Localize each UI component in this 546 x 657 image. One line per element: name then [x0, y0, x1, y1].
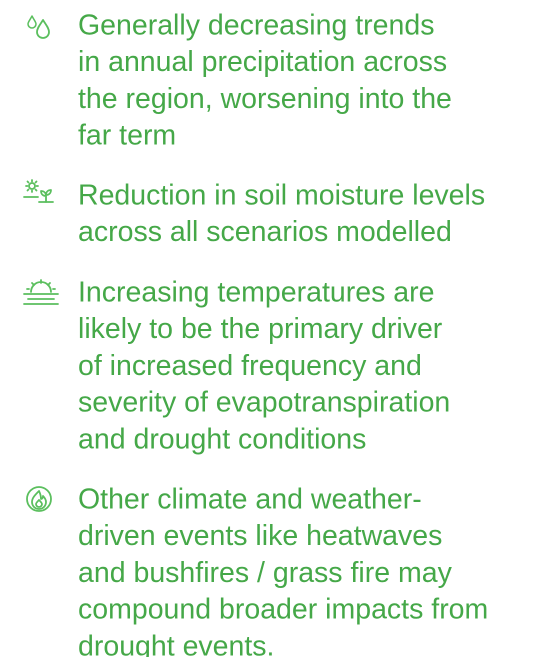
item-text-line: severity of evapotranspiration	[78, 387, 450, 419]
item-text-line: of increased frequency and	[78, 350, 422, 382]
precipitation-icon	[27, 15, 50, 39]
item-text-line: the region, worsening into the	[78, 83, 452, 115]
soil-moisture-icon	[23, 179, 54, 203]
item-text-line: compound broader impacts from	[78, 594, 488, 626]
item-text-line: across all scenarios modelled	[78, 216, 452, 248]
item-text-line: Increasing temperatures are	[78, 277, 434, 309]
item-text-line: and drought conditions	[78, 423, 366, 455]
item-text-line: Generally decreasing trends	[78, 10, 434, 42]
item-text-line: Other climate and weather-	[78, 484, 422, 516]
item-text-line: likely to be the primary driver	[78, 313, 443, 345]
item-text-line: far term	[78, 120, 176, 152]
temperature-icon	[23, 279, 59, 305]
fire-icon	[26, 486, 52, 512]
item-text-line: driven events like heatwaves	[78, 520, 442, 552]
item-text-line: and bushfires / grass fire may	[78, 557, 453, 589]
item-text-line: drought events.	[78, 630, 274, 657]
item-text-line: in annual precipitation across	[78, 46, 447, 78]
item-text-line: Reduction in soil moisture levels	[78, 180, 485, 212]
